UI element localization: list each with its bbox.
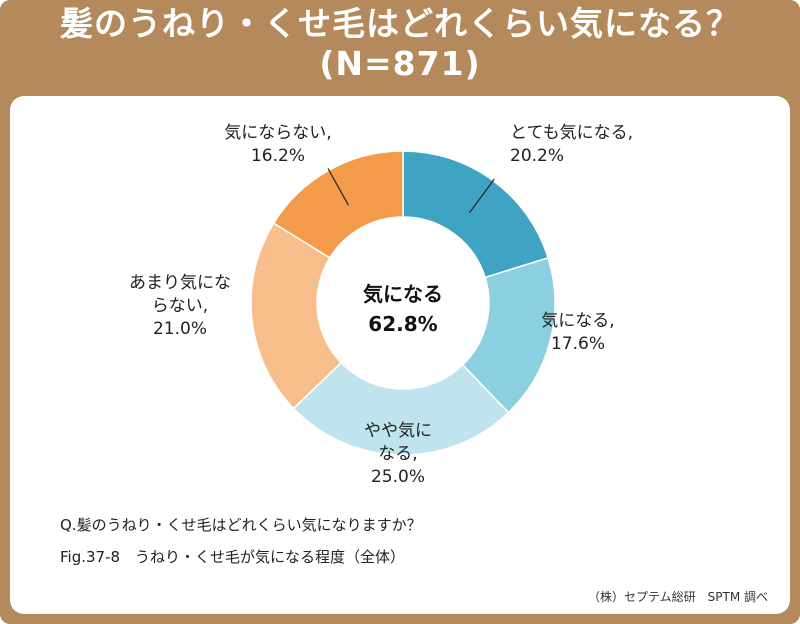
slice-label-3: やや気になる, 25.0% — [364, 421, 432, 487]
question-text: Q.髪のうねり・くせ毛はどれくらい気になりますか？ — [60, 516, 422, 534]
donut-slice-5 — [272, 150, 404, 259]
center-label-value: 62.8% — [368, 312, 437, 336]
source-credit: （株）セプテム総研 SPTM 調べ — [588, 590, 768, 604]
donut-slice-4 — [250, 222, 343, 410]
slice-label-5: 気にならない, 16.2% — [224, 123, 331, 166]
slice-label-1: とても気になる, 20.2% — [510, 123, 633, 166]
leader-line-1 — [468, 178, 495, 214]
donut-slice-1 — [402, 150, 550, 279]
donut-chart: とても気になる, 20.2% 気になる, 17.6% やや気になる, 25.0% あまり気に… — [129, 123, 633, 487]
title-line-1: 髪のうねり・くせ毛はどれくらい気になる？ — [60, 4, 740, 43]
slice-label-2: 気になる, 17.6% — [541, 311, 614, 354]
title-line-2: (N=871) — [319, 44, 481, 83]
chart-title: 髪のうねり・くせ毛はどれくらい気になる？ (N=871) — [0, 4, 800, 84]
leader-line-5 — [327, 168, 349, 206]
chart-panel: とても気になる, 20.2% 気になる, 17.6% やや気になる, 25.0% あまり気に… — [10, 96, 790, 614]
donut-slice-3 — [292, 361, 510, 456]
figure-caption: Fig.37-8 うねり・くせ毛が気になる程度（全体） — [60, 548, 406, 566]
center-label-title: 気になる — [363, 282, 443, 306]
slice-label-4: あまり気にならない, 21.0% — [129, 273, 231, 339]
